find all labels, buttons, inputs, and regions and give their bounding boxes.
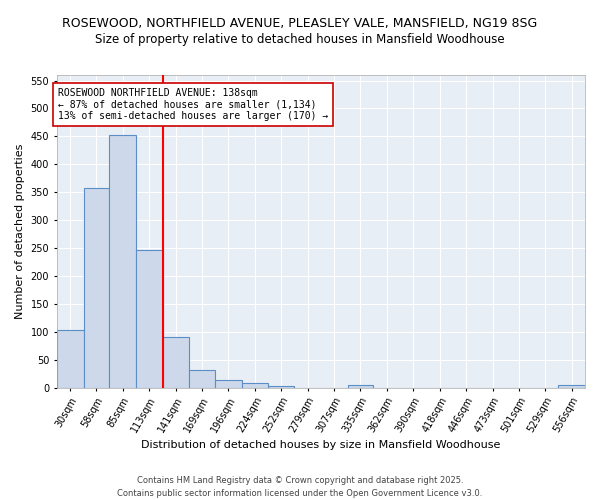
Bar [190,370,215,388]
Text: ROSEWOOD, NORTHFIELD AVENUE, PLEASLEY VALE, MANSFIELD, NG19 8SG: ROSEWOOD, NORTHFIELD AVENUE, PLEASLEY VA… [62,18,538,30]
Text: Contains HM Land Registry data © Crown copyright and database right 2025.
Contai: Contains HM Land Registry data © Crown c… [118,476,482,498]
Bar [559,386,585,388]
Bar [83,188,109,388]
Bar [57,330,83,388]
Bar [242,383,268,388]
Bar [268,386,294,388]
Bar [215,380,242,388]
Text: ROSEWOOD NORTHFIELD AVENUE: 138sqm
← 87% of detached houses are smaller (1,134)
: ROSEWOOD NORTHFIELD AVENUE: 138sqm ← 87%… [58,88,328,121]
Y-axis label: Number of detached properties: Number of detached properties [15,144,25,319]
Bar [109,136,136,388]
X-axis label: Distribution of detached houses by size in Mansfield Woodhouse: Distribution of detached houses by size … [141,440,500,450]
Bar [163,338,190,388]
Bar [136,250,163,388]
Bar [347,386,373,388]
Text: Size of property relative to detached houses in Mansfield Woodhouse: Size of property relative to detached ho… [95,32,505,46]
